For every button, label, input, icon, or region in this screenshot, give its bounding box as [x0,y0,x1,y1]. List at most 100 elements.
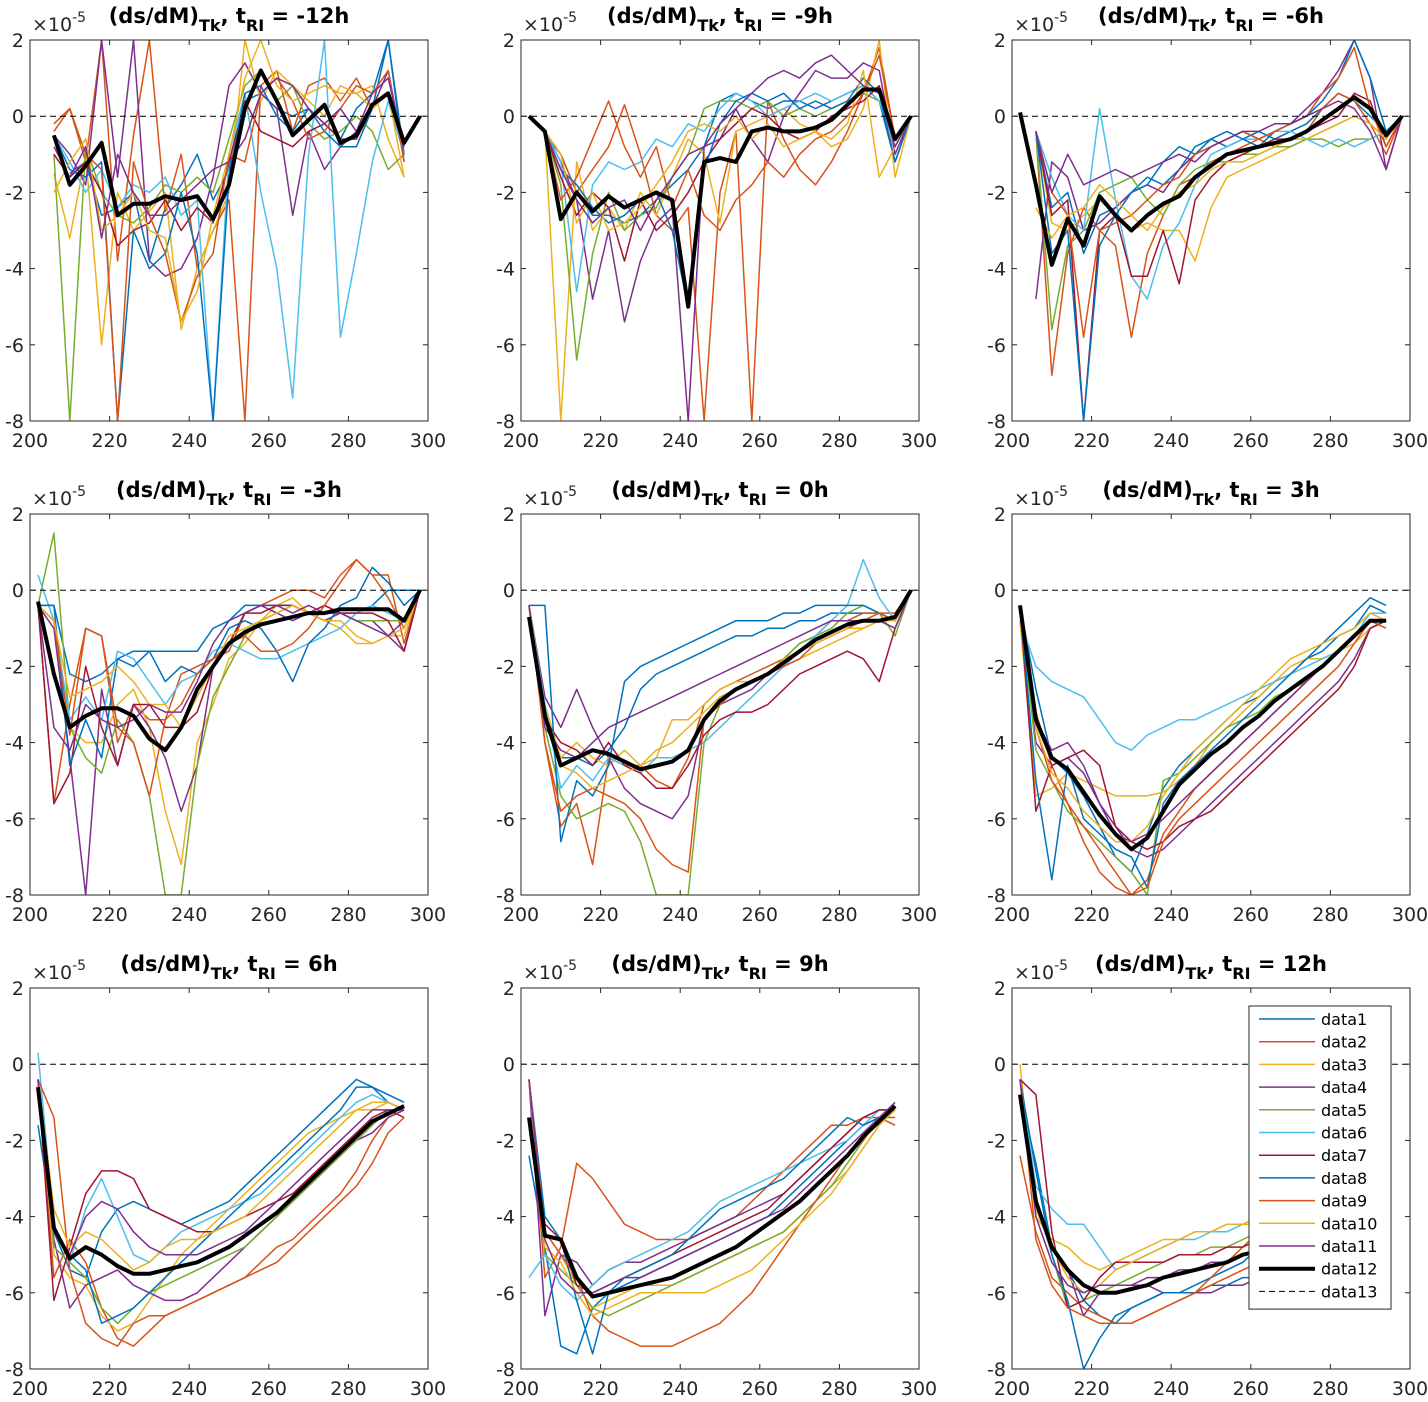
y-tick-label: 2 [503,30,515,52]
x-tick-label: 200 [994,904,1030,926]
x-tick-label: 280 [821,904,857,926]
series-data10 [1019,1079,1259,1294]
subplot-title: (ds/dM)Tk, tRI = -9h [607,4,833,35]
x-tick-label: 260 [1233,430,1269,452]
y-tick-label: -4 [987,1207,1006,1229]
series-data4 [1019,605,1387,858]
x-tick-label: 220 [91,904,127,926]
subplot-7: 200 220 240 260 280 300 -8 -6 -4 -2 0 2 ×10-5 (ds/dM)… [5,952,446,1400]
x-tick-label: 300 [901,1378,937,1400]
x-tick-label: 260 [742,1378,778,1400]
y-tick-label: -8 [496,411,515,433]
y-tick-label: -2 [496,656,515,678]
series-data9 [1019,1079,1260,1325]
y-tick-label: 0 [12,106,24,128]
y-tick-label: -6 [987,335,1006,357]
series-data5 [53,69,405,421]
y-tick-label: -8 [987,1359,1006,1381]
x-tick-label: 280 [1312,430,1348,452]
y-tick-label: 0 [503,106,515,128]
series-data10 [544,69,912,232]
y-tick-label: 2 [503,504,515,526]
y-tick-label: -4 [5,1207,24,1229]
x-tick-label: 280 [821,1378,857,1400]
x-tick-label: 220 [91,430,127,452]
series-data7 [1035,92,1403,421]
series-data7 [544,84,912,262]
legend-box [1248,1005,1392,1310]
x-tick-label: 260 [251,430,287,452]
y-tick-label: 2 [994,504,1006,526]
x-tick-label: 260 [742,904,778,926]
legend-label-data4: data4 [1321,1078,1367,1097]
series-data3 [37,589,421,866]
y-multiplier-label: ×10-5 [1014,10,1068,36]
x-tick-label: 260 [251,1378,287,1400]
x-tick-label: 240 [171,1378,207,1400]
axes-frame [29,39,429,422]
series-data3 [544,40,912,421]
x-tick-label: 240 [171,904,207,926]
series-data10 [528,589,912,790]
subplot-title: (ds/dM)Tk, tRI = 3h [1102,478,1319,509]
x-tick-label: 300 [410,430,446,452]
x-tick-label: 240 [662,904,698,926]
series-data8 [1019,597,1387,889]
legend-label-data11: data11 [1321,1237,1377,1256]
subplot-title: (ds/dM)Tk, tRI = -12h [109,4,350,35]
series-data5 [37,1079,405,1325]
subplot-2: 200 220 240 260 280 300 -8 -6 -4 -2 0 2 ×10-5 (ds/dM)… [496,4,937,452]
y-tick-label: 0 [994,106,1006,128]
y-tick-label: 0 [994,580,1006,602]
legend-label-data12: data12 [1321,1260,1377,1279]
x-tick-label: 220 [1073,1378,1109,1400]
subplot-title: (ds/dM)Tk, tRI = -6h [1098,4,1324,35]
x-tick-label: 200 [12,904,48,926]
x-tick-label: 240 [662,430,698,452]
y-tick-label: -6 [496,809,515,831]
series-data6 [37,1052,405,1264]
x-tick-label: 280 [1312,904,1348,926]
series-data6 [544,84,912,293]
y-tick-label: -8 [496,885,515,907]
x-tick-label: 220 [91,1378,127,1400]
axes-frame [29,987,429,1370]
subplot-title: (ds/dM)Tk, tRI = 9h [611,952,828,983]
series-data8 [529,589,912,843]
series-data10 [1035,115,1403,239]
axes-frame [520,513,920,896]
x-tick-label: 220 [582,1378,618,1400]
x-tick-label: 300 [901,904,937,926]
y-tick-label: -6 [987,809,1006,831]
series-data10 [528,1079,896,1317]
series-data10 [53,40,405,323]
series-data12 [1018,605,1387,852]
y-multiplier-label: ×10-5 [32,10,86,36]
series-data6 [1019,612,1387,751]
legend-label-data7: data7 [1321,1146,1367,1165]
y-tick-label: -2 [5,182,24,204]
legend: data1 data2 data3 data4 data5 data6 data7 data8… [1248,1005,1392,1310]
y-tick-label: -8 [5,411,24,433]
series-data12 [1018,95,1404,267]
x-tick-label: 280 [1312,1378,1348,1400]
y-tick-label: -6 [5,335,24,357]
x-tick-label: 220 [1073,904,1109,926]
y-tick-label: -2 [496,1130,515,1152]
y-tick-label: -2 [5,1130,24,1152]
y-tick-label: -8 [5,1359,24,1381]
series-data5 [528,1079,896,1317]
series-data11 [37,1079,405,1256]
legend-label-data3: data3 [1321,1055,1367,1074]
y-tick-label: -8 [496,1359,515,1381]
y-tick-label: -4 [496,259,515,281]
subplot-title: (ds/dM)Tk, tRI = -3h [116,478,342,509]
y-tick-label: -2 [496,182,515,204]
series-data12 [527,1104,897,1299]
series-data9 [1019,605,1387,895]
x-tick-label: 240 [1153,1378,1189,1400]
x-tick-label: 220 [1073,430,1109,452]
plot-area [521,988,919,1369]
y-tick-label: 0 [503,580,515,602]
x-tick-label: 260 [251,904,287,926]
